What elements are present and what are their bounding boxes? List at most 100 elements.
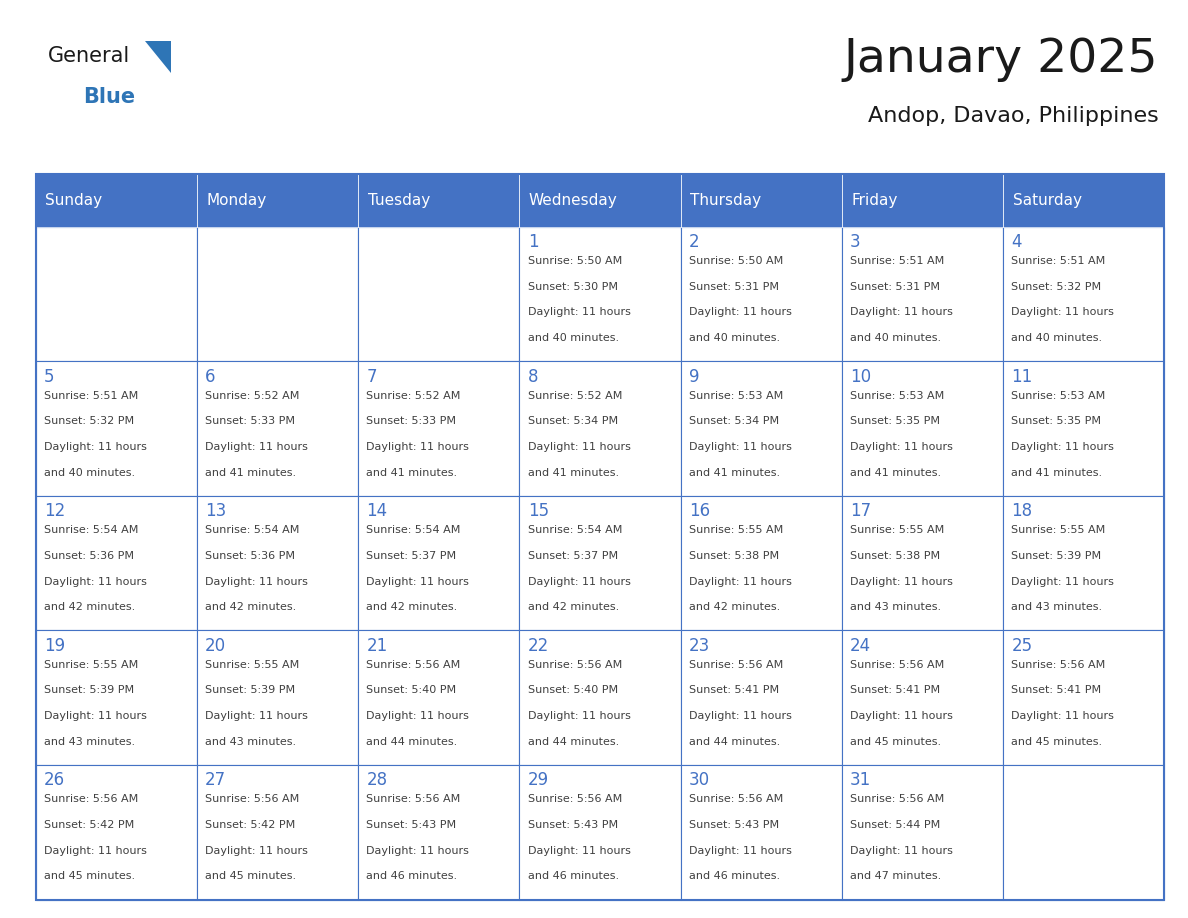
Text: Sunset: 5:42 PM: Sunset: 5:42 PM	[44, 820, 134, 830]
Text: Daylight: 11 hours: Daylight: 11 hours	[206, 711, 308, 721]
Text: Sunset: 5:39 PM: Sunset: 5:39 PM	[1011, 551, 1101, 561]
Text: 8: 8	[527, 368, 538, 386]
Bar	[681, 362, 842, 496]
Text: Sunrise: 5:53 AM: Sunrise: 5:53 AM	[689, 391, 783, 400]
Text: and 40 minutes.: and 40 minutes.	[44, 467, 135, 477]
Bar	[519, 174, 681, 227]
Text: Sunrise: 5:56 AM: Sunrise: 5:56 AM	[527, 660, 621, 670]
Text: and 41 minutes.: and 41 minutes.	[366, 467, 457, 477]
Text: Sunset: 5:41 PM: Sunset: 5:41 PM	[851, 686, 940, 696]
Text: Daylight: 11 hours: Daylight: 11 hours	[527, 442, 631, 452]
Text: 5: 5	[44, 368, 55, 386]
Bar	[681, 227, 842, 362]
Bar	[842, 496, 1003, 631]
Bar	[681, 765, 842, 900]
Text: Sunset: 5:31 PM: Sunset: 5:31 PM	[851, 282, 940, 292]
Text: and 42 minutes.: and 42 minutes.	[689, 602, 781, 612]
Text: Thursday: Thursday	[690, 193, 762, 208]
Polygon shape	[145, 41, 171, 73]
Text: 13: 13	[206, 502, 227, 521]
Text: 23: 23	[689, 637, 710, 655]
Text: Sunset: 5:36 PM: Sunset: 5:36 PM	[44, 551, 134, 561]
Text: Sunrise: 5:50 AM: Sunrise: 5:50 AM	[689, 256, 783, 266]
Text: Sunset: 5:35 PM: Sunset: 5:35 PM	[851, 417, 940, 426]
Text: Sunset: 5:40 PM: Sunset: 5:40 PM	[527, 686, 618, 696]
Text: Monday: Monday	[207, 193, 266, 208]
Text: Daylight: 11 hours: Daylight: 11 hours	[206, 442, 308, 452]
Bar	[842, 227, 1003, 362]
Bar	[1003, 174, 1164, 227]
Text: Sunset: 5:33 PM: Sunset: 5:33 PM	[366, 417, 456, 426]
Text: Sunset: 5:38 PM: Sunset: 5:38 PM	[689, 551, 779, 561]
Text: 10: 10	[851, 368, 871, 386]
Text: and 40 minutes.: and 40 minutes.	[1011, 333, 1102, 343]
Text: 28: 28	[366, 771, 387, 789]
Text: General: General	[48, 46, 129, 66]
Text: Wednesday: Wednesday	[529, 193, 618, 208]
Bar	[358, 765, 519, 900]
Text: Daylight: 11 hours: Daylight: 11 hours	[44, 711, 147, 721]
Text: 20: 20	[206, 637, 226, 655]
Text: Sunrise: 5:56 AM: Sunrise: 5:56 AM	[366, 660, 461, 670]
Text: Friday: Friday	[852, 193, 898, 208]
Text: Daylight: 11 hours: Daylight: 11 hours	[527, 577, 631, 587]
Text: Sunrise: 5:56 AM: Sunrise: 5:56 AM	[366, 794, 461, 804]
Text: 17: 17	[851, 502, 871, 521]
Text: and 43 minutes.: and 43 minutes.	[206, 737, 296, 746]
Text: Sunrise: 5:52 AM: Sunrise: 5:52 AM	[527, 391, 623, 400]
Text: Sunset: 5:43 PM: Sunset: 5:43 PM	[366, 820, 456, 830]
Text: Sunrise: 5:56 AM: Sunrise: 5:56 AM	[206, 794, 299, 804]
Text: 29: 29	[527, 771, 549, 789]
Text: Daylight: 11 hours: Daylight: 11 hours	[206, 845, 308, 856]
Text: and 42 minutes.: and 42 minutes.	[44, 602, 135, 612]
Text: Sunset: 5:32 PM: Sunset: 5:32 PM	[1011, 282, 1101, 292]
Text: Daylight: 11 hours: Daylight: 11 hours	[689, 442, 791, 452]
Text: Daylight: 11 hours: Daylight: 11 hours	[527, 308, 631, 318]
Text: Sunset: 5:44 PM: Sunset: 5:44 PM	[851, 820, 941, 830]
Text: Sunset: 5:37 PM: Sunset: 5:37 PM	[366, 551, 456, 561]
Bar	[36, 362, 197, 496]
Text: Sunset: 5:40 PM: Sunset: 5:40 PM	[366, 686, 456, 696]
Text: Daylight: 11 hours: Daylight: 11 hours	[366, 711, 469, 721]
Text: Sunset: 5:38 PM: Sunset: 5:38 PM	[851, 551, 940, 561]
Text: Sunrise: 5:52 AM: Sunrise: 5:52 AM	[206, 391, 299, 400]
Bar	[358, 227, 519, 362]
Text: 26: 26	[44, 771, 65, 789]
Text: Sunrise: 5:54 AM: Sunrise: 5:54 AM	[206, 525, 299, 535]
Text: 18: 18	[1011, 502, 1032, 521]
Text: 25: 25	[1011, 637, 1032, 655]
Text: 19: 19	[44, 637, 65, 655]
Bar	[197, 631, 358, 765]
Text: Sunset: 5:41 PM: Sunset: 5:41 PM	[689, 686, 779, 696]
Text: and 41 minutes.: and 41 minutes.	[851, 467, 941, 477]
Text: Tuesday: Tuesday	[367, 193, 430, 208]
Text: 14: 14	[366, 502, 387, 521]
Text: Sunset: 5:42 PM: Sunset: 5:42 PM	[206, 820, 296, 830]
Text: and 44 minutes.: and 44 minutes.	[689, 737, 781, 746]
Bar	[1003, 765, 1164, 900]
Bar	[197, 362, 358, 496]
Text: January 2025: January 2025	[843, 37, 1158, 82]
Text: Sunrise: 5:55 AM: Sunrise: 5:55 AM	[851, 525, 944, 535]
Text: Sunrise: 5:54 AM: Sunrise: 5:54 AM	[527, 525, 623, 535]
Text: and 44 minutes.: and 44 minutes.	[366, 737, 457, 746]
Text: Sunrise: 5:56 AM: Sunrise: 5:56 AM	[1011, 660, 1106, 670]
Bar	[681, 631, 842, 765]
Text: Sunrise: 5:56 AM: Sunrise: 5:56 AM	[44, 794, 138, 804]
Text: Andop, Davao, Philippines: Andop, Davao, Philippines	[867, 106, 1158, 126]
Text: Sunrise: 5:56 AM: Sunrise: 5:56 AM	[689, 660, 783, 670]
Text: and 45 minutes.: and 45 minutes.	[206, 871, 296, 881]
Text: and 46 minutes.: and 46 minutes.	[366, 871, 457, 881]
Text: and 41 minutes.: and 41 minutes.	[527, 467, 619, 477]
Text: and 40 minutes.: and 40 minutes.	[689, 333, 781, 343]
Text: Sunrise: 5:55 AM: Sunrise: 5:55 AM	[689, 525, 783, 535]
Bar	[36, 496, 197, 631]
Bar	[36, 631, 197, 765]
Bar	[519, 362, 681, 496]
Bar	[358, 174, 519, 227]
Text: Daylight: 11 hours: Daylight: 11 hours	[851, 308, 953, 318]
Text: Daylight: 11 hours: Daylight: 11 hours	[527, 845, 631, 856]
Text: Sunset: 5:34 PM: Sunset: 5:34 PM	[527, 417, 618, 426]
Text: Sunrise: 5:51 AM: Sunrise: 5:51 AM	[1011, 256, 1106, 266]
Bar	[197, 496, 358, 631]
